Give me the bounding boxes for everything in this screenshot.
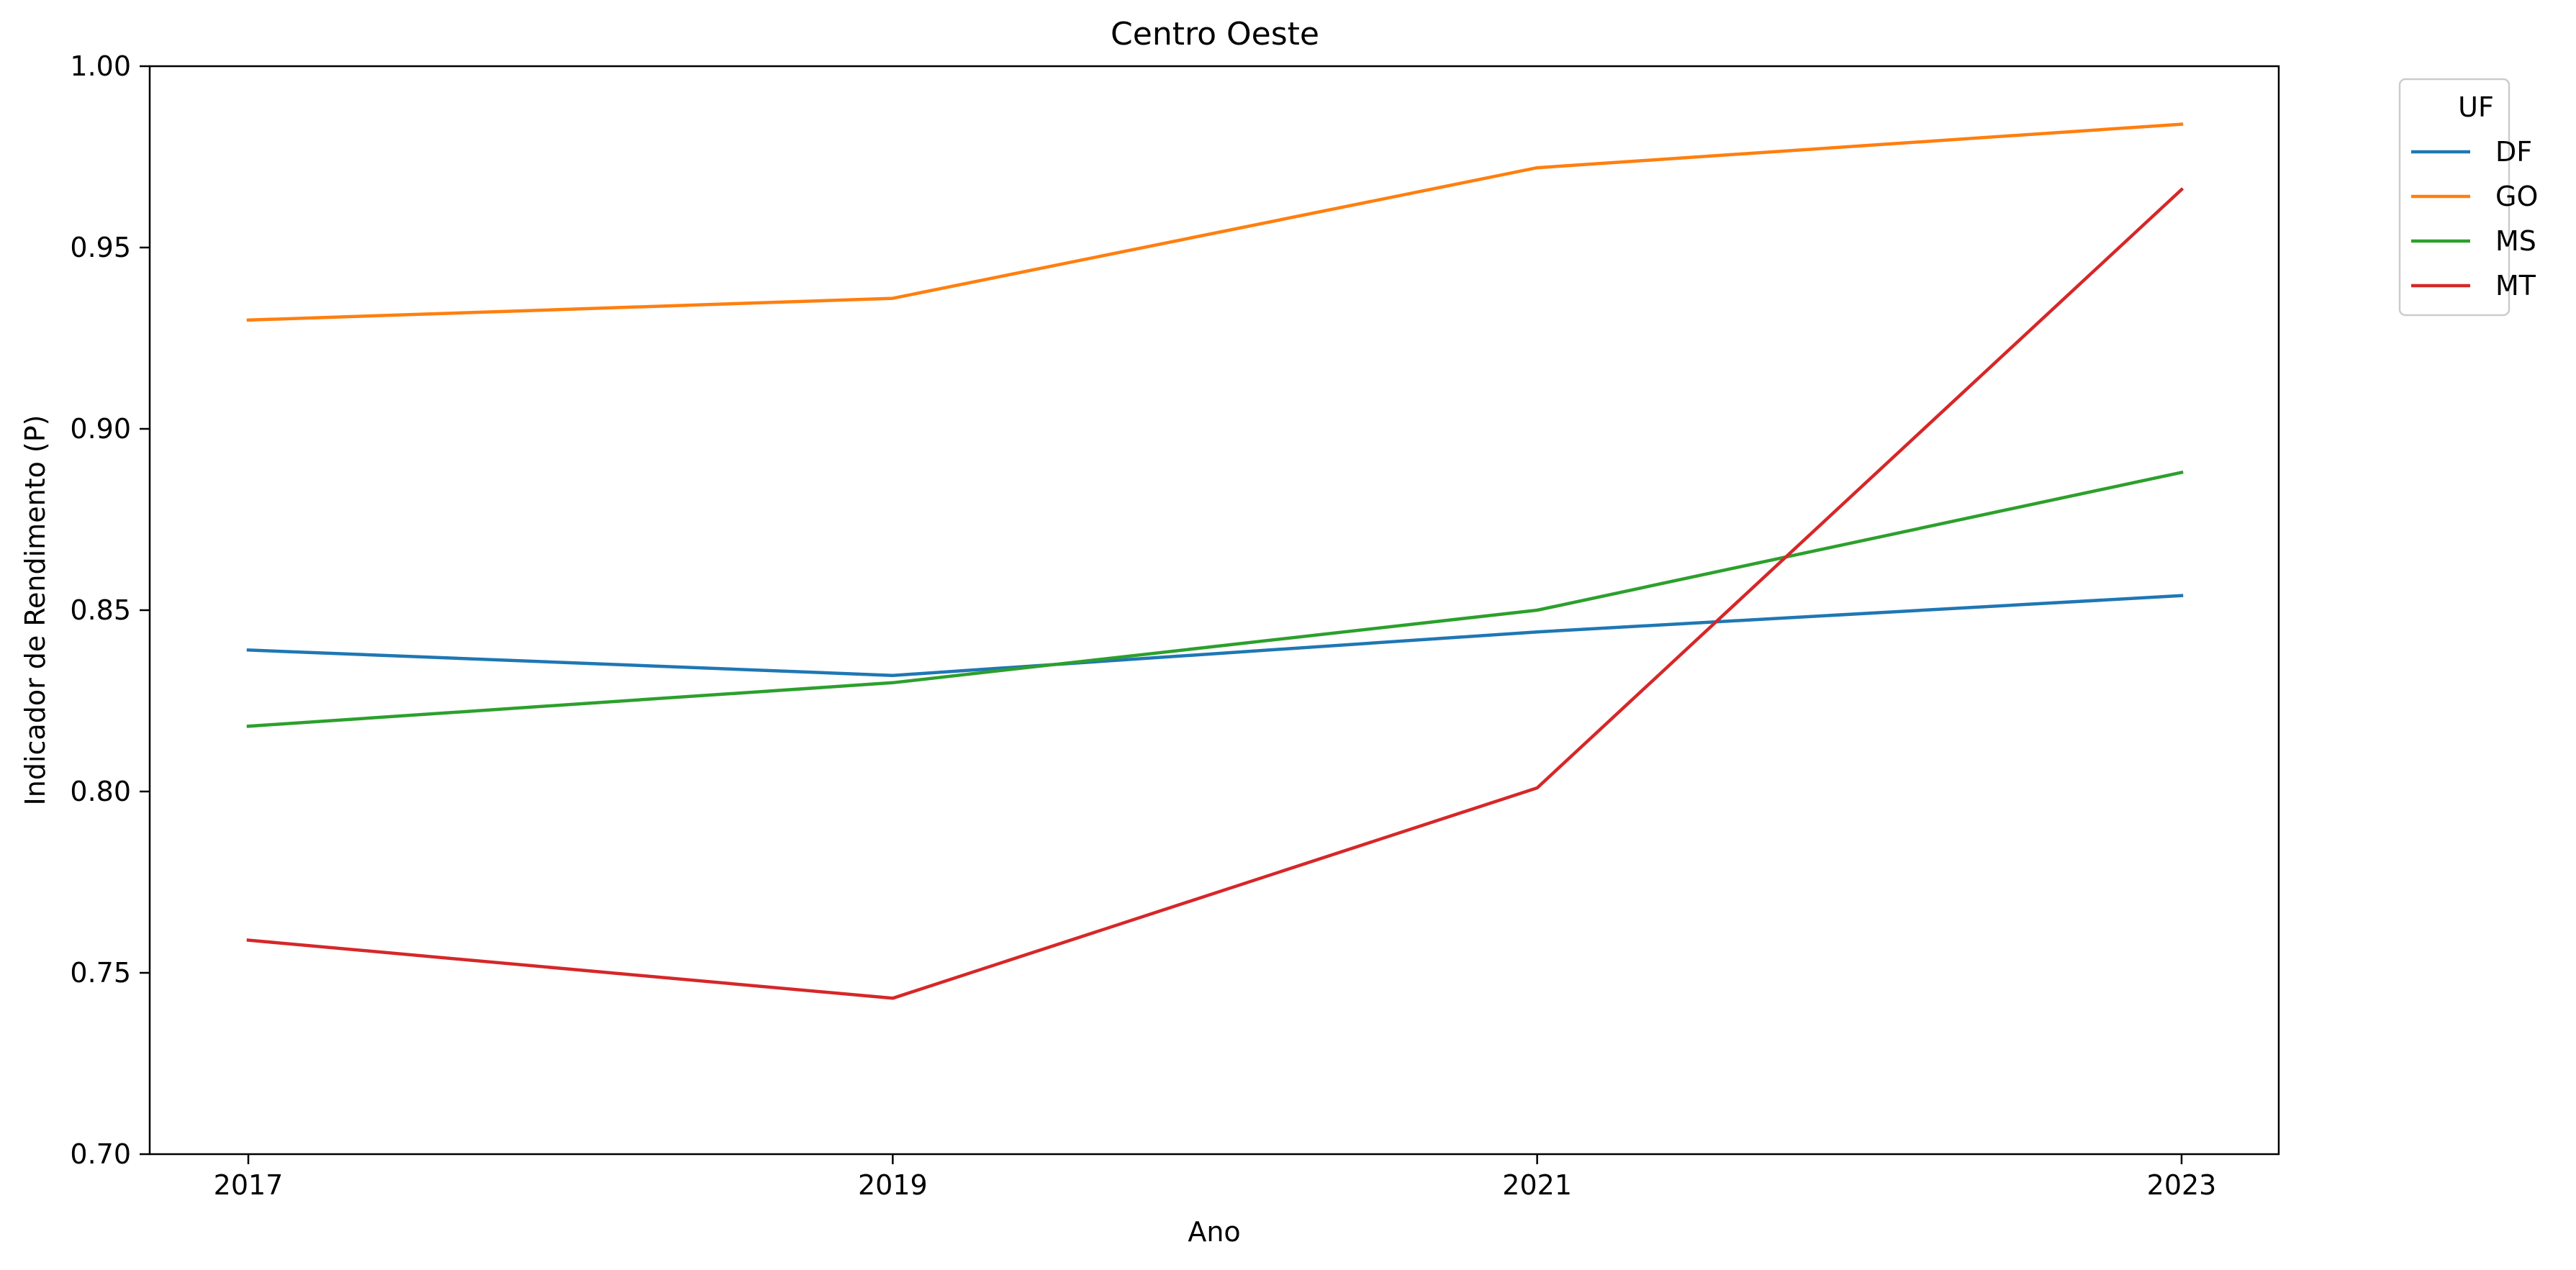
x-tick-label: 2017 — [214, 1169, 284, 1201]
plot-area-frame — [148, 65, 2280, 1156]
series-line-ms — [246, 470, 2184, 728]
legend: UF DF GO MS MT — [2398, 78, 2538, 317]
legend-label-df: DF — [2495, 136, 2532, 168]
series-line-go — [246, 122, 2184, 322]
legend-label-ms: MS — [2495, 225, 2536, 257]
x-tick-label: 2023 — [2147, 1169, 2217, 1201]
chart-title: Centro Oeste — [1111, 16, 1319, 53]
y-tick-label: 0.70 — [70, 1138, 131, 1170]
x-axis: 2017 2019 2021 2023 — [214, 1154, 2217, 1201]
y-tick-label: 1.00 — [70, 50, 131, 82]
y-axis-label: Indicador de Rendimento (P) — [19, 415, 51, 806]
y-tick-label: 0.95 — [70, 232, 131, 263]
legend-label-go: GO — [2495, 181, 2538, 212]
x-tick-label: 2019 — [858, 1169, 928, 1201]
x-tick-label: 2021 — [1502, 1169, 1572, 1201]
legend-label-mt: MT — [2495, 270, 2536, 301]
legend-title: UF — [2458, 91, 2494, 123]
y-tick-label: 0.85 — [70, 594, 131, 626]
y-tick-label: 0.80 — [70, 776, 131, 807]
series-lines — [246, 122, 2184, 1000]
y-tick-label: 0.75 — [70, 957, 131, 989]
x-axis-label: Ano — [1188, 1216, 1240, 1248]
series-line-mt — [246, 187, 2184, 1000]
y-tick-label: 0.90 — [70, 413, 131, 445]
series-line-df — [246, 594, 2184, 677]
y-axis: 0.70 0.75 0.80 0.85 0.90 0.95 1.00 — [70, 50, 150, 1170]
